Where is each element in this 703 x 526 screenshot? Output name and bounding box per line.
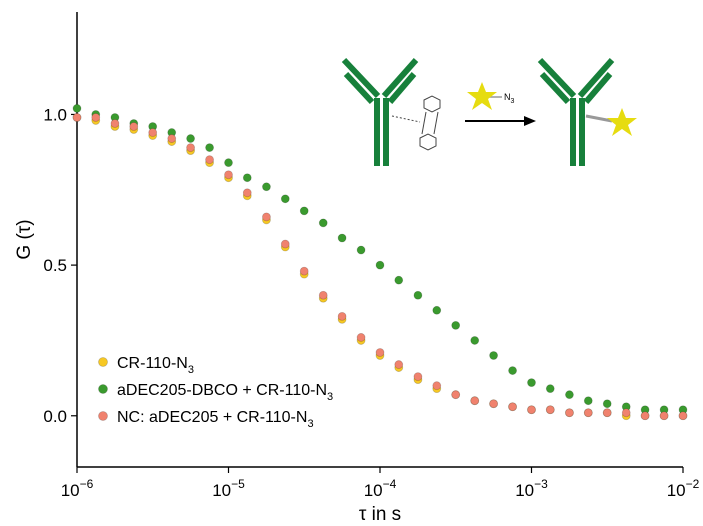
data-point: [375, 260, 385, 270]
data-point: [242, 188, 252, 198]
legend-label: NC: aDEC205 + CR-110-N3: [117, 409, 314, 430]
data-point: [186, 143, 195, 152]
data-point: [545, 384, 555, 394]
data-point: [565, 390, 574, 400]
annotation: N3: [504, 92, 515, 105]
data-point: [205, 143, 214, 152]
data-point: [394, 275, 404, 285]
data-point: [508, 402, 517, 412]
y-axis-label: G (τ): [14, 219, 35, 259]
data-point: [640, 411, 650, 421]
legend-label: aDEC205-DBCO + CR-110-N3: [117, 382, 333, 403]
data-point: [413, 290, 423, 300]
data-point: [489, 399, 498, 409]
data-point: [356, 333, 366, 342]
legend-label: CR-110-N3: [117, 355, 194, 376]
scheme: [341, 57, 637, 166]
data-point: [451, 390, 461, 400]
data-point: [242, 173, 252, 183]
data-point: [356, 245, 366, 255]
data-point: [602, 408, 612, 418]
data-point: [129, 122, 139, 131]
data-point: [527, 378, 536, 388]
data-point: [489, 351, 498, 360]
data-point: [583, 396, 593, 406]
y-tick-label: 0.0: [43, 407, 67, 426]
data-point: [545, 405, 555, 415]
data-point: [602, 399, 612, 409]
x-tick-label: 10−6: [61, 477, 94, 500]
data-point: [224, 170, 233, 180]
data-point: [413, 372, 423, 382]
data-point: [470, 336, 480, 345]
y-tick-label: 1.0: [43, 105, 67, 124]
data-point: [262, 212, 271, 222]
data-point: [337, 233, 347, 243]
data-point: [110, 119, 120, 128]
data-point: [659, 411, 669, 421]
data-point: [91, 113, 101, 122]
data-point: [299, 206, 309, 216]
legend-marker: [98, 411, 108, 421]
legend-marker: [98, 384, 108, 394]
data-point: [451, 320, 461, 330]
data-point: [621, 408, 631, 418]
data-point: [167, 134, 177, 143]
data-point: [337, 311, 347, 321]
data-point: [432, 381, 442, 391]
data-point: [280, 194, 290, 204]
data-point: [224, 158, 233, 168]
x-tick-label: 10−5: [212, 477, 245, 500]
data-point: [678, 411, 688, 421]
x-tick-label: 10−3: [515, 477, 548, 500]
x-axis-label: τ in s: [359, 504, 401, 525]
data-point: [470, 396, 480, 406]
data-point: [72, 104, 82, 113]
data-point: [205, 155, 214, 165]
data-point: [299, 266, 309, 276]
data-point: [375, 348, 385, 357]
x-tick-label: 10−4: [364, 477, 397, 500]
data-point: [394, 360, 404, 369]
data-point: [318, 290, 328, 300]
data-point: [583, 408, 593, 418]
legend-marker: [98, 357, 108, 367]
data-point: [186, 134, 195, 143]
data-point: [280, 239, 290, 249]
data-point: [262, 182, 271, 192]
data-point: [318, 218, 328, 228]
data-point: [432, 305, 442, 315]
data-point: [508, 366, 517, 375]
data-point: [565, 408, 574, 418]
data-point: [72, 113, 82, 122]
x-tick-label: 10−2: [667, 477, 700, 500]
data-point: [527, 405, 536, 415]
y-tick-label: 0.5: [43, 256, 67, 275]
data-point: [148, 128, 158, 137]
